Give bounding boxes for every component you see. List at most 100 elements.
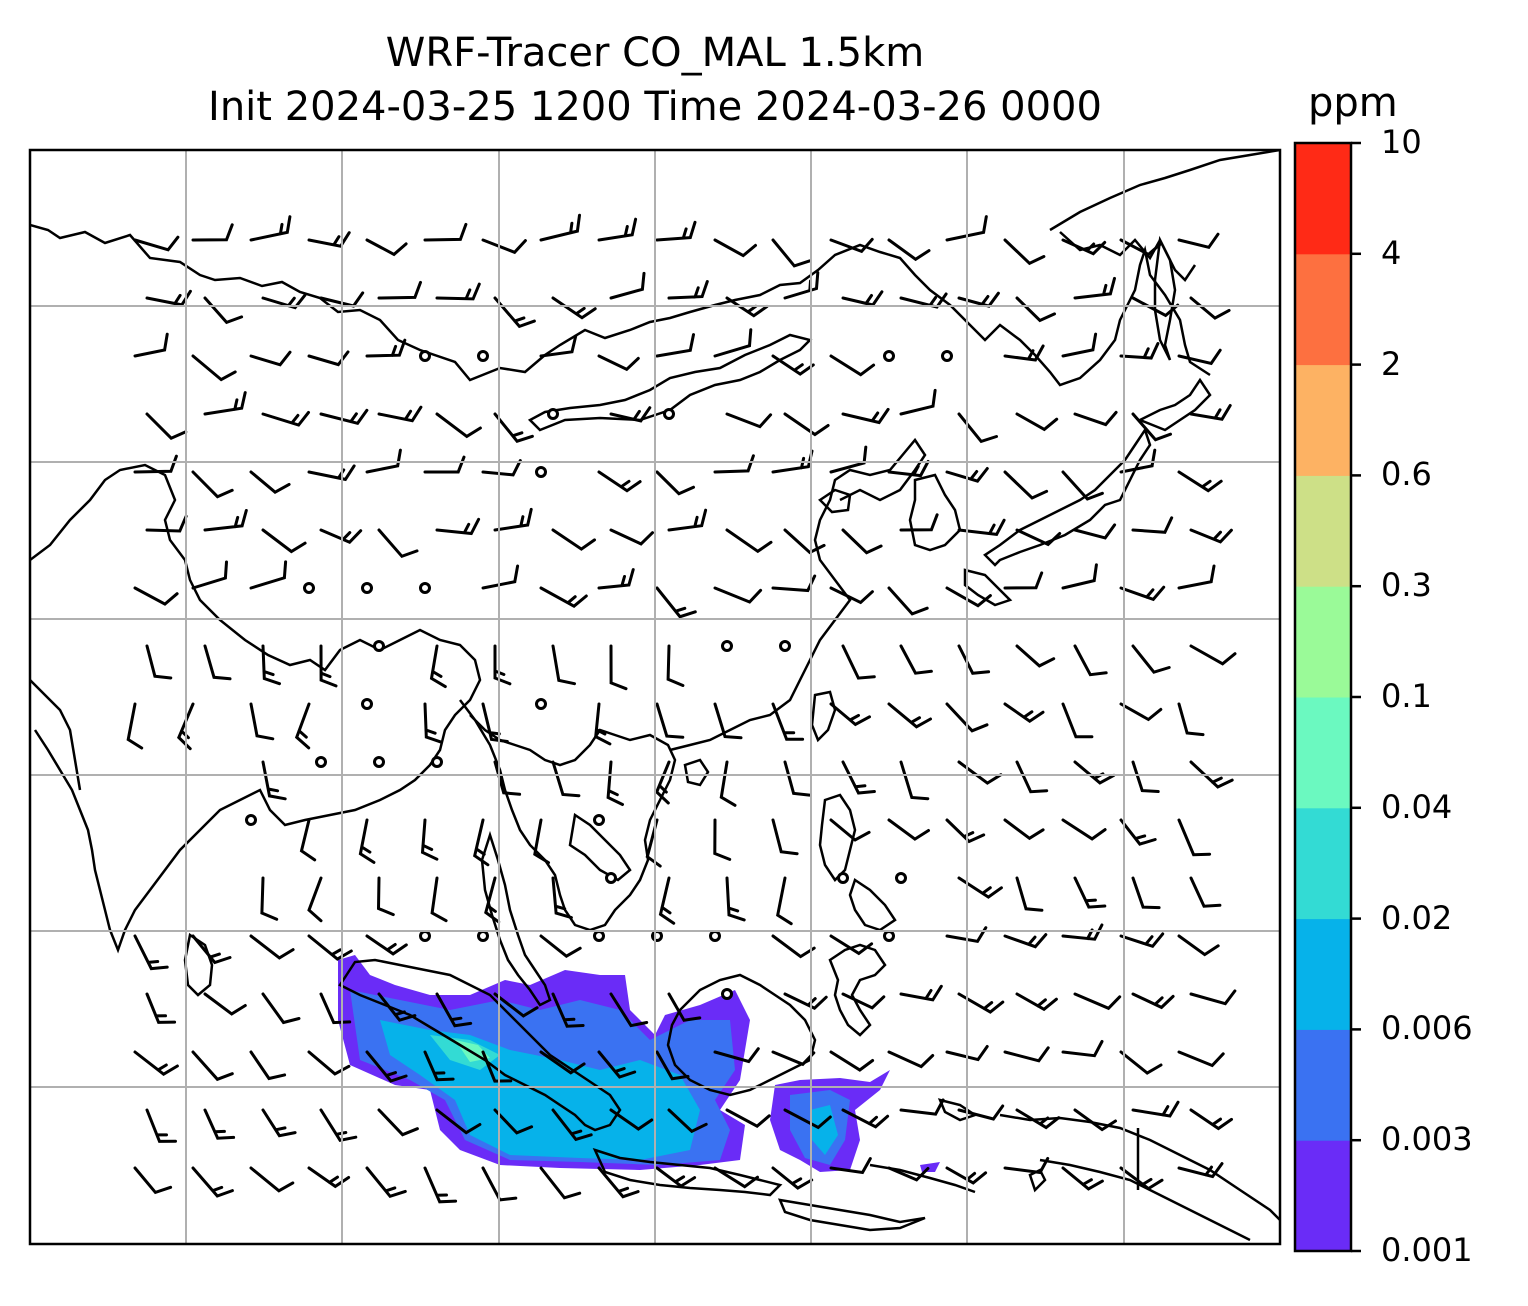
wind-barb [597,1166,640,1199]
wind-barb [191,354,237,382]
calm-wind-circle [303,582,315,594]
wind-barb [887,818,930,841]
wind-barb [493,296,536,329]
wind-barb [249,470,291,495]
colorbar-tick-label: 2 [1381,344,1402,383]
calm-wind-circle [883,350,895,362]
wind-barb [435,992,473,1028]
wind-barb [435,282,481,301]
wind-barb [203,296,244,325]
calm-wind-circle [431,756,443,768]
wind-barb [307,350,350,367]
coast-lesser-sunda [777,1198,926,1232]
wind-barb [551,528,596,551]
wind-barb [1073,644,1108,677]
wind-barb [423,455,466,474]
wind-barb [551,296,597,320]
calm-wind-circle [895,872,907,884]
wind-barb [829,702,871,727]
wind-barb [957,291,1000,308]
calm-wind-circle [361,582,373,594]
wind-barb [1177,348,1222,366]
wind-barb [899,388,937,416]
wind-barb [423,1050,455,1082]
wind-barb [481,459,522,477]
map-title-line2: Init 2024-03-25 1200 Time 2024-03-26 000… [208,84,1102,130]
wind-barb [423,702,443,744]
wind-barb [899,513,939,532]
wind-barb [1003,571,1044,590]
wind-barb [1061,702,1094,739]
wind-barb [203,1108,236,1140]
wind-barb [203,992,247,1016]
colorbar-tick-label: 0.003 [1381,1120,1473,1159]
wind-barb [1177,1050,1225,1068]
wind-barb [133,235,180,252]
wind-barb [1177,232,1220,250]
wind-barb [377,405,423,423]
colorbar-band [1295,475,1351,587]
wind-barb [1061,923,1104,941]
wind-barb [771,702,805,741]
coast-sulawesi [828,943,887,1037]
wind-barb [957,876,1003,899]
wind-barb [493,644,512,686]
coast-china-east [669,437,927,752]
wind-barb [945,215,988,242]
calm-wind-circle [245,814,257,826]
wind-barb [551,876,573,920]
wind-barb [539,934,582,959]
wind-barb [191,560,228,590]
wind-barb [1015,992,1058,1012]
coast-hokkaido [1136,377,1212,432]
wind-barb [1061,470,1104,501]
wind-barb [1119,585,1166,602]
wind-barb [430,876,448,923]
colorbar-band [1295,253,1351,366]
wind-barb [783,528,826,555]
wind-barb [655,586,697,619]
wind-barb [841,528,883,555]
wind-barb [429,644,447,689]
wind-barb [365,448,402,474]
wind-barb [1131,760,1160,793]
wind-barb [1131,644,1171,674]
wind-barb [597,217,638,242]
coast-malay-peninsula [480,830,552,1007]
wind-barb [365,934,408,956]
wind-barb [713,1047,760,1064]
wind-barb [609,992,649,1028]
wind-barb [1131,1100,1180,1118]
wind-barb [1015,296,1056,323]
coast-gulf-thailand [568,812,632,882]
wind-barb [481,238,527,255]
wind-barb [1119,342,1160,360]
wind-barb [261,528,307,554]
colorbar-band [1295,586,1351,698]
wind-barb [1189,644,1237,666]
wind-barb [1119,1166,1164,1191]
wind-barb [945,467,989,483]
calm-wind-circle [593,814,605,826]
wind-barb [655,1050,690,1081]
wind-barb [1119,448,1157,474]
wind-barb [249,702,275,741]
calm-wind-circle [651,930,663,942]
wind-barb [957,760,1003,785]
wind-barb [1015,760,1049,794]
coast-japan-honshu [983,427,1152,567]
wind-barb [776,876,793,926]
wind-barb [249,1050,287,1081]
wind-barb [191,1050,234,1082]
coast-sumatra [338,958,622,1132]
wind-barb [145,644,173,680]
wind-barb [1073,876,1107,909]
wind-barb [841,760,876,795]
coast-india [30,463,482,954]
wind-barb [725,412,773,429]
wind-barb [1119,1050,1163,1075]
wind-barb [957,412,998,444]
wind-barb [191,470,234,499]
wind-barb [658,876,676,925]
wind-barb [887,586,929,616]
